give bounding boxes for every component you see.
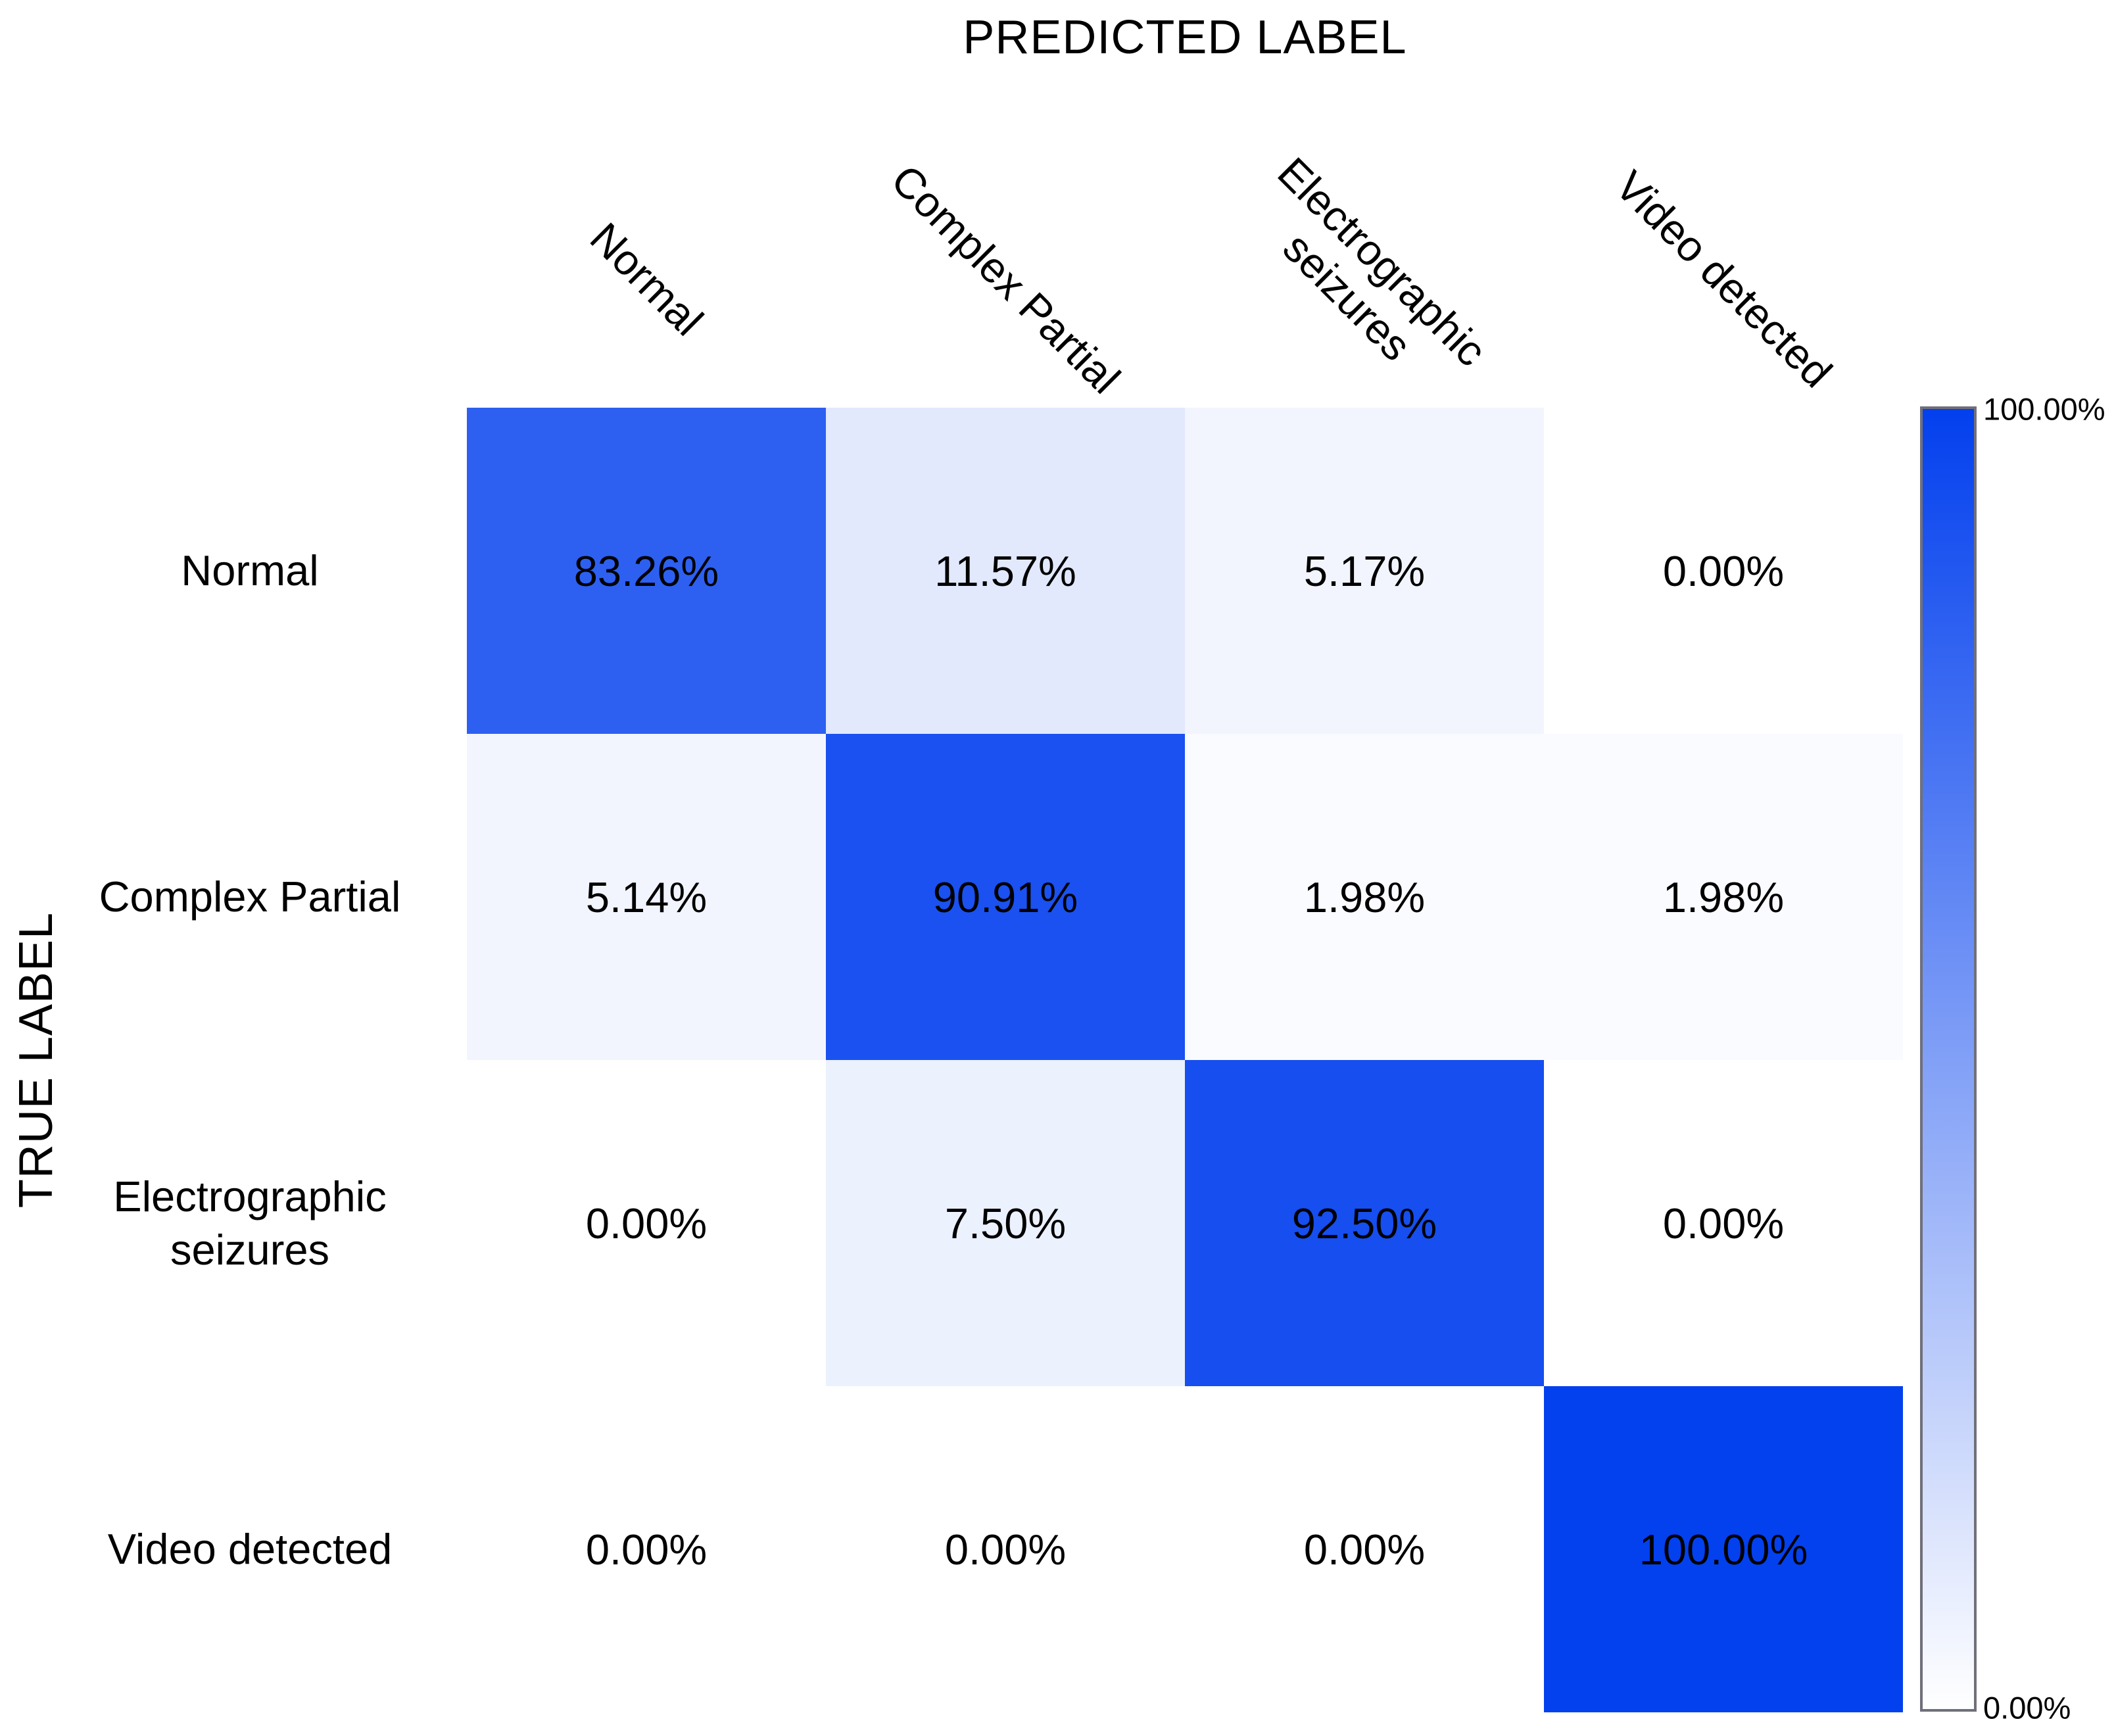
matrix-cell-r1c2: 1.98% bbox=[1185, 734, 1544, 1060]
colorbar-min-label: 0.00% bbox=[1983, 1690, 2071, 1725]
matrix-cell-value: 1.98% bbox=[1662, 873, 1785, 921]
matrix-cell-value: 5.14% bbox=[585, 873, 708, 921]
matrix-cell-value: 83.26% bbox=[573, 546, 719, 595]
column-tick-label-0: Normal bbox=[581, 213, 713, 345]
matrix-cell-r0c0: 83.26% bbox=[467, 408, 826, 734]
matrix-cell-value: 0.00% bbox=[1303, 1525, 1426, 1574]
colorbar-max-label: 100.00% bbox=[1983, 391, 2105, 427]
column-tick-label-2: Electrographic seizures bbox=[1268, 148, 1496, 375]
matrix-cell-r3c3: 100.00% bbox=[1544, 1386, 1903, 1712]
matrix-cell-value: 11.57% bbox=[934, 546, 1076, 595]
matrix-cell-r2c0: 0.00% bbox=[467, 1060, 826, 1386]
column-tick-label-1: Complex Partial bbox=[882, 155, 1130, 403]
matrix-cell-value: 90.91% bbox=[932, 873, 1078, 921]
matrix-cell-r0c3: 0.00% bbox=[1544, 408, 1903, 734]
row-tick-label-2: Electrographic seizures bbox=[113, 1172, 387, 1274]
matrix-cell-r0c1: 11.57% bbox=[826, 408, 1185, 734]
predicted-label-axis-title: PREDICTED LABEL bbox=[963, 11, 1407, 64]
matrix-cell-r3c2: 0.00% bbox=[1185, 1386, 1544, 1712]
matrix-cell-r0c2: 5.17% bbox=[1185, 408, 1544, 734]
matrix-grid: 83.26% 11.57% 5.17% 0.00% 5.14% 90.91% 1.98% 1.… bbox=[467, 408, 1903, 1712]
row-tick-label-1: Complex Partial bbox=[99, 873, 401, 921]
matrix-cell-value: 0.00% bbox=[1662, 1199, 1785, 1247]
matrix-cell-value: 92.50% bbox=[1291, 1199, 1437, 1247]
matrix-cell-value: 100.00% bbox=[1639, 1525, 1808, 1574]
matrix-cell-value: 0.00% bbox=[944, 1525, 1067, 1574]
matrix-cell-r1c0: 5.14% bbox=[467, 734, 826, 1060]
matrix-cell-value: 0.00% bbox=[585, 1525, 708, 1574]
row-tick-label-3: Video detected bbox=[107, 1525, 393, 1574]
column-tick-label-3: Video detected bbox=[1606, 161, 1842, 397]
colorbar bbox=[1920, 406, 1977, 1712]
matrix-cell-r2c1: 7.50% bbox=[826, 1060, 1185, 1386]
matrix-cell-r2c2: 92.50% bbox=[1185, 1060, 1544, 1386]
matrix-cell-r3c1: 0.00% bbox=[826, 1386, 1185, 1712]
matrix-cell-value: 0.00% bbox=[585, 1199, 708, 1247]
matrix-cell-value: 0.00% bbox=[1662, 546, 1785, 595]
row-tick-label-0: Normal bbox=[181, 546, 319, 595]
matrix-cell-r3c0: 0.00% bbox=[467, 1386, 826, 1712]
matrix-cell-r1c3: 1.98% bbox=[1544, 734, 1903, 1060]
matrix-cell-value: 7.50% bbox=[944, 1199, 1067, 1247]
matrix-cell-value: 5.17% bbox=[1303, 546, 1426, 595]
matrix-cell-r1c1: 90.91% bbox=[826, 734, 1185, 1060]
matrix-cell-r2c3: 0.00% bbox=[1544, 1060, 1903, 1386]
matrix-cell-value: 1.98% bbox=[1303, 873, 1426, 921]
